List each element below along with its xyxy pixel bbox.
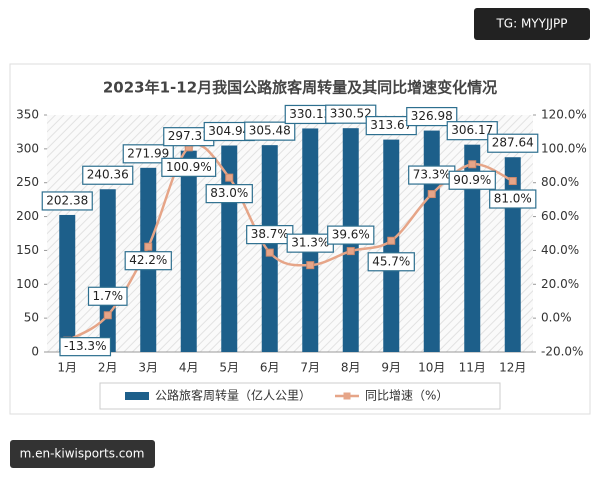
data-label: 38.7% xyxy=(251,227,289,241)
x-tick-label: 12月 xyxy=(499,361,526,375)
data-label: 42.2% xyxy=(129,253,167,267)
data-label: 306.17 xyxy=(451,123,493,137)
y-tick-label: 0 xyxy=(31,345,39,359)
bar xyxy=(383,139,400,352)
data-label-box xyxy=(41,191,93,211)
legend-swatch xyxy=(125,392,149,400)
y-tick-label: 250 xyxy=(16,175,39,189)
y-tick-label: 300 xyxy=(16,141,39,155)
line-marker xyxy=(103,311,112,320)
data-label: 90.9% xyxy=(453,173,491,187)
line-marker xyxy=(468,160,477,169)
x-tick-label: 6月 xyxy=(260,361,280,375)
data-label: 83.0% xyxy=(210,186,248,200)
data-label: 305.48 xyxy=(249,124,291,138)
data-label: 45.7% xyxy=(372,254,410,268)
y-tick-label: 150 xyxy=(16,243,39,257)
y2-tick-label: 0.0% xyxy=(541,311,572,325)
data-label: 287.64 xyxy=(492,136,534,150)
x-tick-label: 4月 xyxy=(179,361,199,375)
data-label: 326.98 xyxy=(411,109,453,123)
data-label: 330.52 xyxy=(330,107,372,121)
x-tick-label: 9月 xyxy=(381,361,401,375)
data-label-box xyxy=(367,252,415,272)
line-marker xyxy=(144,242,153,251)
data-label-box xyxy=(122,144,174,164)
bar xyxy=(423,130,440,352)
y2-tick-label: 20.0% xyxy=(541,277,579,291)
data-label: 1.7% xyxy=(93,289,124,303)
data-label-box xyxy=(406,106,458,127)
line-marker xyxy=(306,261,315,270)
data-label-box xyxy=(82,165,134,185)
y-tick-label: 200 xyxy=(16,209,39,223)
data-label-box xyxy=(446,121,498,141)
y-tick-label: 100 xyxy=(16,277,39,291)
x-tick-label: 11月 xyxy=(459,361,486,375)
y-tick-label: 50 xyxy=(24,311,39,325)
data-label-box xyxy=(448,170,496,190)
legend-box xyxy=(99,382,501,410)
line-marker xyxy=(387,236,396,245)
data-label-box xyxy=(325,104,377,124)
data-label: 240.36 xyxy=(87,168,129,182)
x-tick-label: 2月 xyxy=(98,361,118,375)
line-marker xyxy=(225,173,234,182)
overlay-text: m.en-kiwisports.com xyxy=(20,447,145,461)
bar xyxy=(504,157,521,352)
data-label-box xyxy=(489,189,537,209)
y2-tick-label: 120.0% xyxy=(541,108,587,122)
chart-title: 2023年1-12月我国公路旅客周转量及其同比增速变化情况 xyxy=(103,79,497,97)
data-label-box xyxy=(205,184,253,204)
data-label-box xyxy=(161,157,217,177)
legend-label: 公路旅客周转量（亿人公里） xyxy=(155,388,311,403)
line-marker xyxy=(265,248,274,257)
data-label-box xyxy=(487,133,539,153)
y-tick-label: 350 xyxy=(16,108,39,122)
data-label: 330.13 xyxy=(289,107,331,121)
data-label: 31.3% xyxy=(291,236,329,250)
x-tick-label: 1月 xyxy=(57,361,77,375)
y2-tick-label: 80.0% xyxy=(541,175,579,189)
overlay-box xyxy=(10,440,155,468)
line-marker xyxy=(508,177,517,186)
data-label: 271.99 xyxy=(127,146,169,160)
y2-tick-label: 60.0% xyxy=(541,209,579,223)
data-label: 202.38 xyxy=(46,193,88,207)
data-label-box xyxy=(244,121,296,141)
data-label: 39.6% xyxy=(332,228,370,242)
data-label-box xyxy=(327,225,375,245)
data-label: 313.67 xyxy=(370,118,412,132)
bar xyxy=(59,214,76,352)
line-marker xyxy=(346,247,355,256)
data-label: -13.3% xyxy=(64,339,106,353)
y2-tick-label: 40.0% xyxy=(541,243,579,257)
y2-tick-label: -20.0% xyxy=(541,345,583,359)
data-label: 73.3% xyxy=(413,168,451,182)
x-tick-label: 8月 xyxy=(341,361,361,375)
bar xyxy=(99,189,116,352)
x-tick-label: 5月 xyxy=(219,361,239,375)
x-tick-label: 3月 xyxy=(138,361,158,375)
x-tick-label: 7月 xyxy=(300,361,320,375)
data-label: 100.9% xyxy=(166,160,212,174)
data-label-box xyxy=(87,286,128,306)
bar xyxy=(261,145,278,352)
bar xyxy=(180,150,197,352)
overlay-box xyxy=(474,8,590,40)
line-marker xyxy=(427,190,436,199)
data-label-box xyxy=(124,251,172,271)
data-label-box xyxy=(59,337,112,357)
overlay-text: TG: MYYJJPP xyxy=(495,17,567,31)
x-tick-label: 10月 xyxy=(418,361,445,375)
y2-tick-label: 100.0% xyxy=(541,141,587,155)
data-label: 81.0% xyxy=(494,192,532,206)
bar xyxy=(464,144,481,352)
legend-swatch xyxy=(343,392,351,400)
legend-label: 同比增速（%） xyxy=(365,389,448,403)
data-label: 304.94 xyxy=(208,124,250,138)
data-label: 297.31 xyxy=(168,129,210,143)
